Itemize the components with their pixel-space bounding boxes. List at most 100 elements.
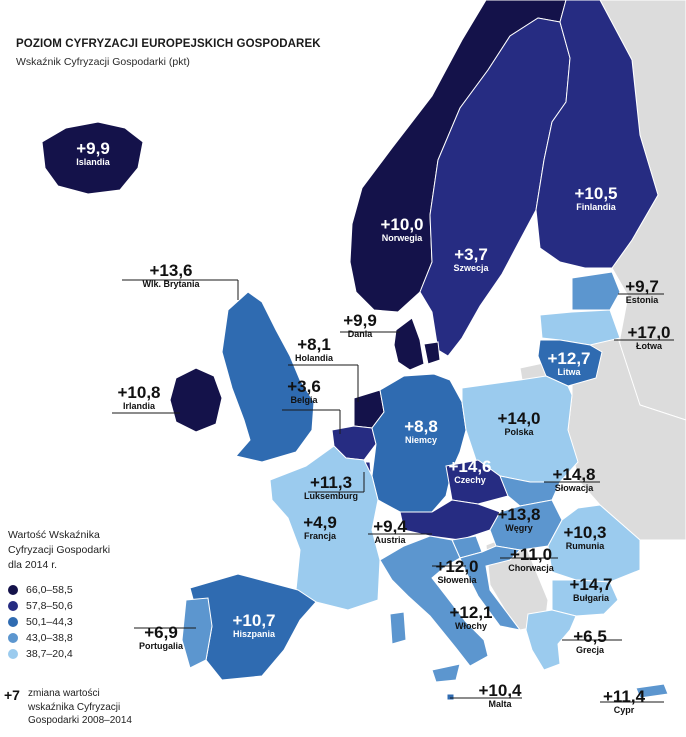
legend-range: 66,0–58,5 [26, 583, 73, 596]
legend-swatch [8, 600, 18, 611]
legend-swatch [8, 648, 18, 659]
label-estonia: +9,7 Estonia [614, 278, 670, 305]
label-cypr: +11,4 Cypr [594, 688, 654, 715]
label-rumunia: +10,3 Rumunia [552, 524, 618, 551]
change-text-line: Gospodarki 2008–2014 [28, 715, 132, 726]
value-wlochy: +12,1 [449, 603, 493, 622]
label-czechy: +14,6 Czechy [430, 458, 510, 485]
change-text-line: wskaźnika Cyfryzacji [28, 701, 121, 713]
value-dania: +9,9 [343, 311, 377, 330]
legend-range: 43,0–38,8 [26, 631, 73, 644]
name-holandia: Holandia [294, 353, 333, 363]
label-holandia: +8,1 Holandia [282, 336, 346, 363]
country-litwa [537, 339, 603, 387]
value-slowenia: +12,0 [435, 557, 479, 576]
name-hiszpania: Hiszpania [232, 629, 275, 639]
name-norwegia: Norwegia [381, 233, 423, 243]
name-estonia: Estonia [625, 295, 659, 305]
change-sign: +7 [4, 687, 20, 703]
value-cypr: +11,4 [602, 687, 646, 706]
legend-swatch [8, 616, 18, 627]
legend-range: 57,8–50,6 [26, 599, 73, 612]
value-slowacja: +14,8 [552, 465, 596, 484]
value-rumunia: +10,3 [563, 523, 607, 542]
name-islandia: Islandia [76, 157, 110, 167]
legend-item: 43,0–38,8 [8, 630, 178, 646]
name-grecja: Grecja [575, 645, 605, 655]
label-szwecja: +3,7 Szwecja [436, 246, 506, 273]
map-title: POZIOM CYFRYZACJI EUROPEJSKICH GOSPODARE… [16, 38, 321, 50]
country-wlk-brytania [221, 291, 315, 463]
label-grecja: +6,5 Grecja [560, 628, 620, 655]
label-finlandia: +10,5 Finlandia [556, 185, 636, 212]
legend-range: 50,1–44,3 [26, 615, 73, 628]
map-subtitle: Wskaźnik Cyfryzacji Gospodarki (pkt) [16, 56, 190, 68]
label-norwegia: +10,0 Norwegia [362, 216, 442, 243]
label-austria: +9,4 Austria [360, 518, 420, 545]
change-text-line: zmiana wartości [28, 688, 100, 699]
label-niemcy: +8,8 Niemcy [386, 418, 456, 445]
value-grecja: +6,5 [573, 627, 607, 646]
name-niemcy: Niemcy [404, 435, 438, 445]
label-bulgaria: +14,7 Bułgaria [556, 576, 626, 603]
name-finlandia: Finlandia [576, 202, 616, 212]
name-wlk-brytania: Wlk. Brytania [142, 279, 200, 289]
value-litwa: +12,7 [547, 349, 591, 368]
value-wegry: +13,8 [497, 505, 541, 524]
country-islandia [41, 121, 144, 195]
value-malta: +10,4 [478, 681, 522, 700]
value-polska: +14,0 [497, 409, 541, 428]
legend-item: 38,7–20,4 [8, 646, 178, 662]
name-chorwacja: Chorwacja [508, 563, 554, 573]
value-holandia: +8,1 [297, 335, 331, 354]
name-wlochy: Włochy [454, 621, 487, 631]
label-wlk-brytania: +13,6 Wlk. Brytania [116, 262, 226, 289]
name-szwecja: Szwecja [453, 263, 489, 273]
value-norwegia: +10,0 [380, 215, 424, 234]
country-rumunia [547, 504, 641, 583]
name-rumunia: Rumunia [565, 541, 605, 551]
leader-lines [112, 279, 674, 703]
legend-title-line: Cyfryzacji Gospodarki [8, 544, 111, 557]
value-luksemburg: +11,3 [309, 473, 353, 492]
label-wegry: +13,8 Węgry [484, 506, 554, 533]
legend-title-line: dla 2014 r. [8, 559, 58, 572]
country-chorwacja [459, 545, 522, 631]
name-lotwa: Łotwa [636, 341, 662, 351]
label-belgia: +3,6 Belgia [276, 378, 332, 405]
value-estonia: +9,7 [625, 277, 659, 296]
name-slowenia: Słowenia [437, 575, 477, 585]
value-austria: +9,4 [373, 517, 407, 536]
country-dania-islands [423, 341, 441, 365]
value-belgia: +3,6 [287, 377, 321, 396]
label-slowacja: +14,8 Słowacja [540, 466, 608, 493]
value-islandia: +9,9 [76, 139, 110, 158]
country-dania [393, 317, 425, 371]
legend-item: 57,8–50,6 [8, 598, 178, 614]
label-islandia: +9,9 Islandia [58, 140, 128, 167]
value-chorwacja: +11,0 [509, 545, 553, 564]
legend-item: 66,0–58,5 [8, 582, 178, 598]
label-malta: +10,4 Malta [470, 682, 530, 709]
country-wlochy-sicily [431, 663, 461, 683]
legend-swatch [8, 632, 18, 643]
label-chorwacja: +11,0 Chorwacja [498, 546, 564, 573]
country-finlandia [535, 0, 659, 269]
name-irlandia: Irlandia [122, 401, 155, 411]
value-francja: +4,9 [303, 513, 337, 532]
change-text: zmiana wartości wskaźnika Cyfryzacji Gos… [28, 687, 132, 728]
value-szwecja: +3,7 [454, 245, 488, 264]
country-grecja [525, 609, 577, 671]
name-bulgaria: Bułgaria [572, 593, 609, 603]
value-wlk-brytania: +13,6 [149, 261, 193, 280]
value-hiszpania: +10,7 [232, 611, 276, 630]
legend: Wartość Wskaźnika Cyfryzacji Gospodarki … [8, 528, 178, 662]
value-portugalia: +6,9 [144, 623, 178, 642]
name-czechy: Czechy [454, 475, 486, 485]
country-portugalia [181, 597, 213, 669]
name-austria: Austria [374, 535, 406, 545]
label-polska: +14,0 Polska [484, 410, 554, 437]
change-note: +7 zmiana wartości wskaźnika Cyfryzacji … [4, 687, 132, 728]
